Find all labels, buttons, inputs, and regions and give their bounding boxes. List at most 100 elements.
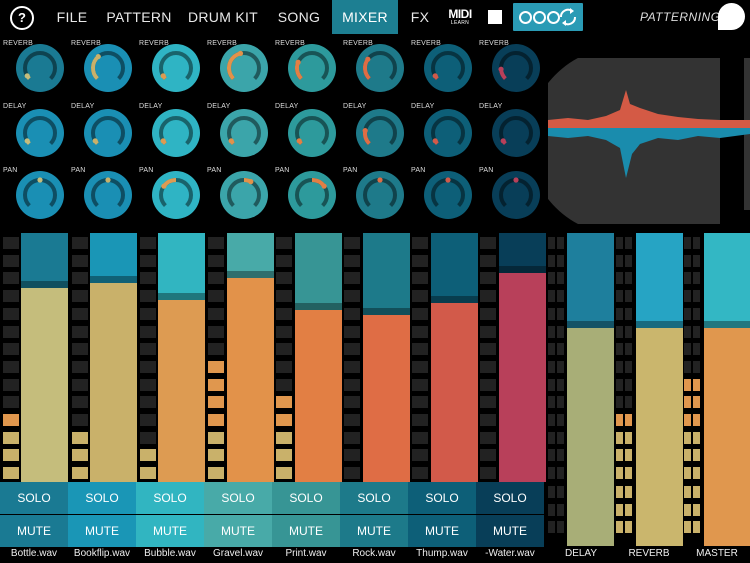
track-fader-4[interactable] <box>227 233 274 482</box>
bus-fader-3[interactable] <box>704 233 750 482</box>
track-fader-2[interactable] <box>90 233 137 482</box>
knob-reverb-1[interactable] <box>13 41 67 95</box>
fader-handle[interactable] <box>704 321 750 328</box>
solo-button-1[interactable]: SOLO <box>0 482 68 514</box>
meter-led <box>557 503 564 516</box>
tab-drum-kit[interactable]: DRUM KIT <box>187 9 259 25</box>
tab-song[interactable]: SONG <box>277 9 321 25</box>
tab-fx[interactable]: FX <box>410 9 430 25</box>
meter-led <box>625 272 632 285</box>
help-button[interactable]: ? <box>10 6 34 30</box>
meter-led <box>3 378 19 391</box>
knob-reverb-4[interactable] <box>217 41 271 95</box>
fader-handle[interactable] <box>567 321 614 328</box>
bus-fader-extension <box>636 482 683 546</box>
tab-pattern[interactable]: PATTERN <box>106 9 172 25</box>
track-fader-7[interactable] <box>431 233 478 482</box>
track-fader-3[interactable] <box>158 233 205 482</box>
knob-delay-8[interactable] <box>489 106 543 160</box>
meter-led <box>625 237 632 249</box>
knob-reverb-3[interactable] <box>149 41 203 95</box>
knob-reverb-7[interactable] <box>421 41 475 95</box>
solo-button-2[interactable]: SOLO <box>68 482 136 514</box>
knob-indicator <box>237 50 244 57</box>
mute-button-5[interactable]: MUTE <box>272 515 340 547</box>
solo-button-4[interactable]: SOLO <box>204 482 272 514</box>
knob-pan-1[interactable] <box>13 168 67 222</box>
tab-file[interactable]: FILE <box>56 9 88 25</box>
knob-delay-6[interactable] <box>353 106 407 160</box>
loop-toggle[interactable] <box>513 3 583 31</box>
meter-led <box>684 378 691 391</box>
mute-button-1[interactable]: MUTE <box>0 515 68 547</box>
meter-led <box>625 414 632 426</box>
knob-pan-3[interactable] <box>149 168 203 222</box>
solo-button-6[interactable]: SOLO <box>340 482 408 514</box>
fader-handle[interactable] <box>227 271 274 278</box>
fader-level <box>90 283 137 482</box>
knob-label-delay: DELAY <box>3 103 27 110</box>
mute-button-4[interactable]: MUTE <box>204 515 272 547</box>
meter-led <box>625 431 632 444</box>
knob-pan-7[interactable] <box>421 168 475 222</box>
meter-led <box>72 396 88 409</box>
mute-button-6[interactable]: MUTE <box>340 515 408 547</box>
fader-handle[interactable] <box>499 266 546 273</box>
meter-led <box>625 449 632 462</box>
knob-reverb-5[interactable] <box>285 41 339 95</box>
bus-fader-1[interactable] <box>567 233 614 482</box>
knob-delay-3[interactable] <box>149 106 203 160</box>
fader-handle[interactable] <box>636 321 683 328</box>
solo-button-5[interactable]: SOLO <box>272 482 340 514</box>
knob-pan-8[interactable] <box>489 168 543 222</box>
track-fader-8[interactable] <box>499 233 546 482</box>
knob-pan-4[interactable] <box>217 168 271 222</box>
midi-learn-button[interactable]: MIDI LEARN <box>448 8 472 28</box>
knob-delay-2[interactable] <box>81 106 135 160</box>
knob-delay-1[interactable] <box>13 106 67 160</box>
knob-reverb-2[interactable] <box>81 41 135 95</box>
meter-led <box>616 467 623 480</box>
mute-button-2[interactable]: MUTE <box>68 515 136 547</box>
fader-level <box>567 328 614 482</box>
track-fader-5[interactable] <box>295 233 342 482</box>
solo-button-8[interactable]: SOLO <box>476 482 544 514</box>
knob-delay-7[interactable] <box>421 106 475 160</box>
fader-handle[interactable] <box>21 281 68 288</box>
meter-led <box>548 431 555 444</box>
mute-button-8[interactable]: MUTE <box>476 515 544 547</box>
knob-label-pan: PAN <box>3 167 18 174</box>
knob-label-reverb: REVERB <box>343 40 373 47</box>
knob-indicator <box>445 177 451 183</box>
fader-handle[interactable] <box>158 293 205 300</box>
knob-delay-4[interactable] <box>217 106 271 160</box>
bus-fader-2[interactable] <box>636 233 683 482</box>
knob-label-pan: PAN <box>275 167 290 174</box>
knob-pan-5[interactable] <box>285 168 339 222</box>
knob-pan-6[interactable] <box>353 168 407 222</box>
knob-track <box>227 178 261 208</box>
solo-button-3[interactable]: SOLO <box>136 482 204 514</box>
meter-led <box>693 486 700 498</box>
knob-reverb-8[interactable] <box>489 41 543 95</box>
knob-reverb-6[interactable] <box>353 41 407 95</box>
fader-handle[interactable] <box>90 276 137 283</box>
fader-handle[interactable] <box>363 308 410 315</box>
tab-mixer[interactable]: MIXER <box>332 0 398 34</box>
fader-handle[interactable] <box>431 296 478 303</box>
fader-handle[interactable] <box>295 303 342 310</box>
knob-track <box>431 116 465 146</box>
solo-button-7[interactable]: SOLO <box>408 482 476 514</box>
meter-led <box>616 272 623 285</box>
mute-button-3[interactable]: MUTE <box>136 515 204 547</box>
knob-pan-2[interactable] <box>81 168 135 222</box>
knob-delay-5[interactable] <box>285 106 339 160</box>
track-fader-1[interactable] <box>21 233 68 482</box>
track-fader-6[interactable] <box>363 233 410 482</box>
meter-led <box>276 449 292 462</box>
mute-button-7[interactable]: MUTE <box>408 515 476 547</box>
meter-led <box>616 237 623 249</box>
stop-button[interactable] <box>488 10 502 24</box>
meter-led <box>412 343 428 356</box>
fx-display[interactable] <box>548 58 750 224</box>
